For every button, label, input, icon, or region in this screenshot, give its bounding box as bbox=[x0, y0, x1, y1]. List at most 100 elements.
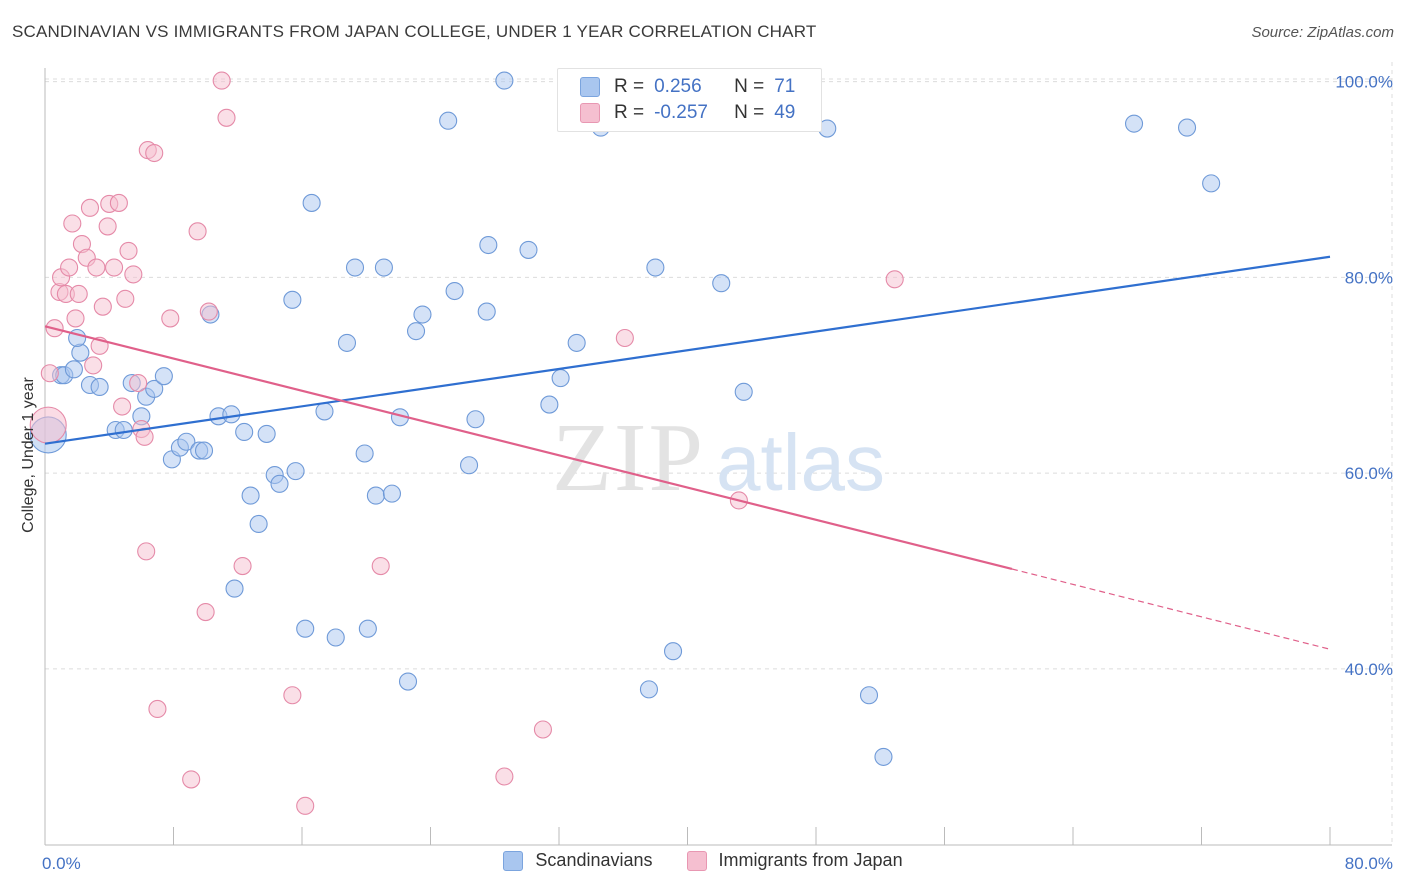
scandinavians-legend-swatch bbox=[503, 850, 524, 871]
axes bbox=[44, 68, 1392, 846]
legend-label: Scandinavians bbox=[535, 850, 653, 870]
scandinavians-point bbox=[519, 240, 538, 259]
japan-point bbox=[63, 214, 82, 233]
japan-point bbox=[119, 241, 138, 260]
japan-point bbox=[199, 302, 218, 321]
japan-point bbox=[113, 397, 132, 416]
scandinavians-point bbox=[315, 402, 334, 421]
legend-label: Immigrants from Japan bbox=[718, 850, 903, 870]
scandinavians-point bbox=[646, 258, 665, 277]
japan-swatch bbox=[580, 103, 600, 123]
japan-point bbox=[105, 258, 124, 277]
scandinavians-point bbox=[154, 367, 173, 386]
japan-point bbox=[116, 289, 135, 308]
scandinavians-point bbox=[358, 619, 377, 638]
scandinavians-point bbox=[663, 642, 683, 661]
scandinavians-point bbox=[439, 111, 458, 130]
x-tick-label: 80.0% bbox=[1345, 854, 1393, 873]
japan-point bbox=[371, 557, 390, 576]
scandinavians-point bbox=[222, 405, 241, 424]
trend-lines bbox=[44, 255, 1331, 650]
scandinavians-point bbox=[345, 258, 365, 277]
japan-point bbox=[98, 217, 117, 236]
japan-point bbox=[93, 297, 112, 316]
y-tick-label: 40.0% bbox=[1345, 660, 1393, 679]
scandinavians-point bbox=[1202, 174, 1221, 193]
watermark: ZIP atlas bbox=[552, 404, 885, 512]
scandinavians-point bbox=[1124, 114, 1144, 133]
scandinavians-point bbox=[286, 462, 305, 481]
legend-item-scandinavians[interactable]: Scandinavians bbox=[503, 850, 653, 871]
scandinavians-point bbox=[235, 422, 254, 442]
japan-point bbox=[495, 767, 514, 786]
japan-point bbox=[40, 364, 59, 383]
scandinavians-point bbox=[249, 514, 268, 534]
scandinavians-point bbox=[71, 343, 90, 362]
japan-point bbox=[109, 193, 128, 212]
scandinavians-point bbox=[302, 193, 321, 212]
x-tick-label: 0.0% bbox=[42, 854, 81, 873]
r-value: -0.257 bbox=[654, 102, 708, 123]
n-value: 71 bbox=[774, 76, 796, 97]
n-label: N = bbox=[734, 76, 765, 97]
scandinavians-point bbox=[734, 382, 753, 401]
japan-point bbox=[217, 108, 236, 127]
scandinavians-point bbox=[296, 619, 315, 638]
japan-point bbox=[885, 270, 904, 289]
japan-point bbox=[148, 699, 167, 719]
watermark-zip: ZIP bbox=[552, 404, 705, 512]
scandinavians-point bbox=[283, 290, 302, 309]
japan-point bbox=[296, 796, 315, 815]
r-label: R = bbox=[614, 76, 645, 97]
scandinavians-point bbox=[406, 322, 426, 341]
scandinavians-point bbox=[366, 486, 385, 505]
y-axis-title: College, Under 1 year bbox=[20, 377, 37, 533]
scandinavians-point bbox=[270, 474, 289, 493]
japan-point bbox=[87, 258, 106, 277]
japan-point bbox=[80, 198, 100, 217]
scandinavians-point bbox=[459, 456, 479, 475]
y-tick-label: 60.0% bbox=[1345, 464, 1393, 483]
scandinavians-point bbox=[225, 579, 244, 598]
japan-point bbox=[124, 265, 143, 284]
scandinavians-point bbox=[145, 379, 164, 398]
legend-item-japan[interactable]: Immigrants from Japan bbox=[686, 850, 903, 871]
scandinavians-point bbox=[495, 71, 514, 90]
r-label: R = bbox=[614, 102, 645, 123]
n-value: 49 bbox=[774, 102, 796, 123]
scandinavians-point bbox=[413, 305, 432, 324]
scandinavians-point bbox=[466, 410, 485, 429]
scandinavians-point bbox=[551, 369, 570, 388]
scandinavians-point bbox=[114, 420, 133, 440]
japan-point bbox=[66, 309, 85, 328]
scandinavians-point bbox=[90, 377, 109, 396]
scandinavians-point bbox=[712, 274, 731, 293]
stats-legend: R = 0.256 N = 71 R = -0.257 N = 49 bbox=[557, 68, 822, 132]
scandinavians-point bbox=[859, 686, 879, 705]
japan-point bbox=[188, 222, 207, 241]
japan-point bbox=[161, 309, 180, 328]
scandinavians-point bbox=[398, 672, 418, 691]
scandinavians-point bbox=[567, 333, 586, 352]
japan-point bbox=[60, 258, 79, 277]
japan-trend-line bbox=[44, 325, 1013, 571]
japan-point bbox=[533, 720, 552, 739]
data-points bbox=[29, 71, 1221, 815]
japan-point bbox=[129, 373, 148, 393]
scandinavians-point bbox=[874, 747, 893, 766]
chart-title: SCANDINAVIAN VS IMMIGRANTS FROM JAPAN CO… bbox=[12, 22, 817, 41]
scandinavians-point bbox=[326, 628, 345, 647]
scandinavians-point bbox=[64, 360, 83, 379]
scandinavians-point bbox=[194, 441, 214, 460]
japan-point bbox=[233, 557, 252, 576]
y-tick-label: 80.0% bbox=[1345, 268, 1393, 287]
scandinavians-point bbox=[639, 680, 659, 699]
japan-point bbox=[283, 686, 302, 705]
japan-legend-swatch bbox=[686, 850, 707, 871]
watermark-atlas: atlas bbox=[716, 418, 885, 507]
scandinavians-point bbox=[1177, 118, 1197, 137]
scandinavians-point bbox=[177, 432, 196, 451]
japan-point bbox=[84, 356, 103, 375]
japan-point bbox=[615, 328, 634, 348]
